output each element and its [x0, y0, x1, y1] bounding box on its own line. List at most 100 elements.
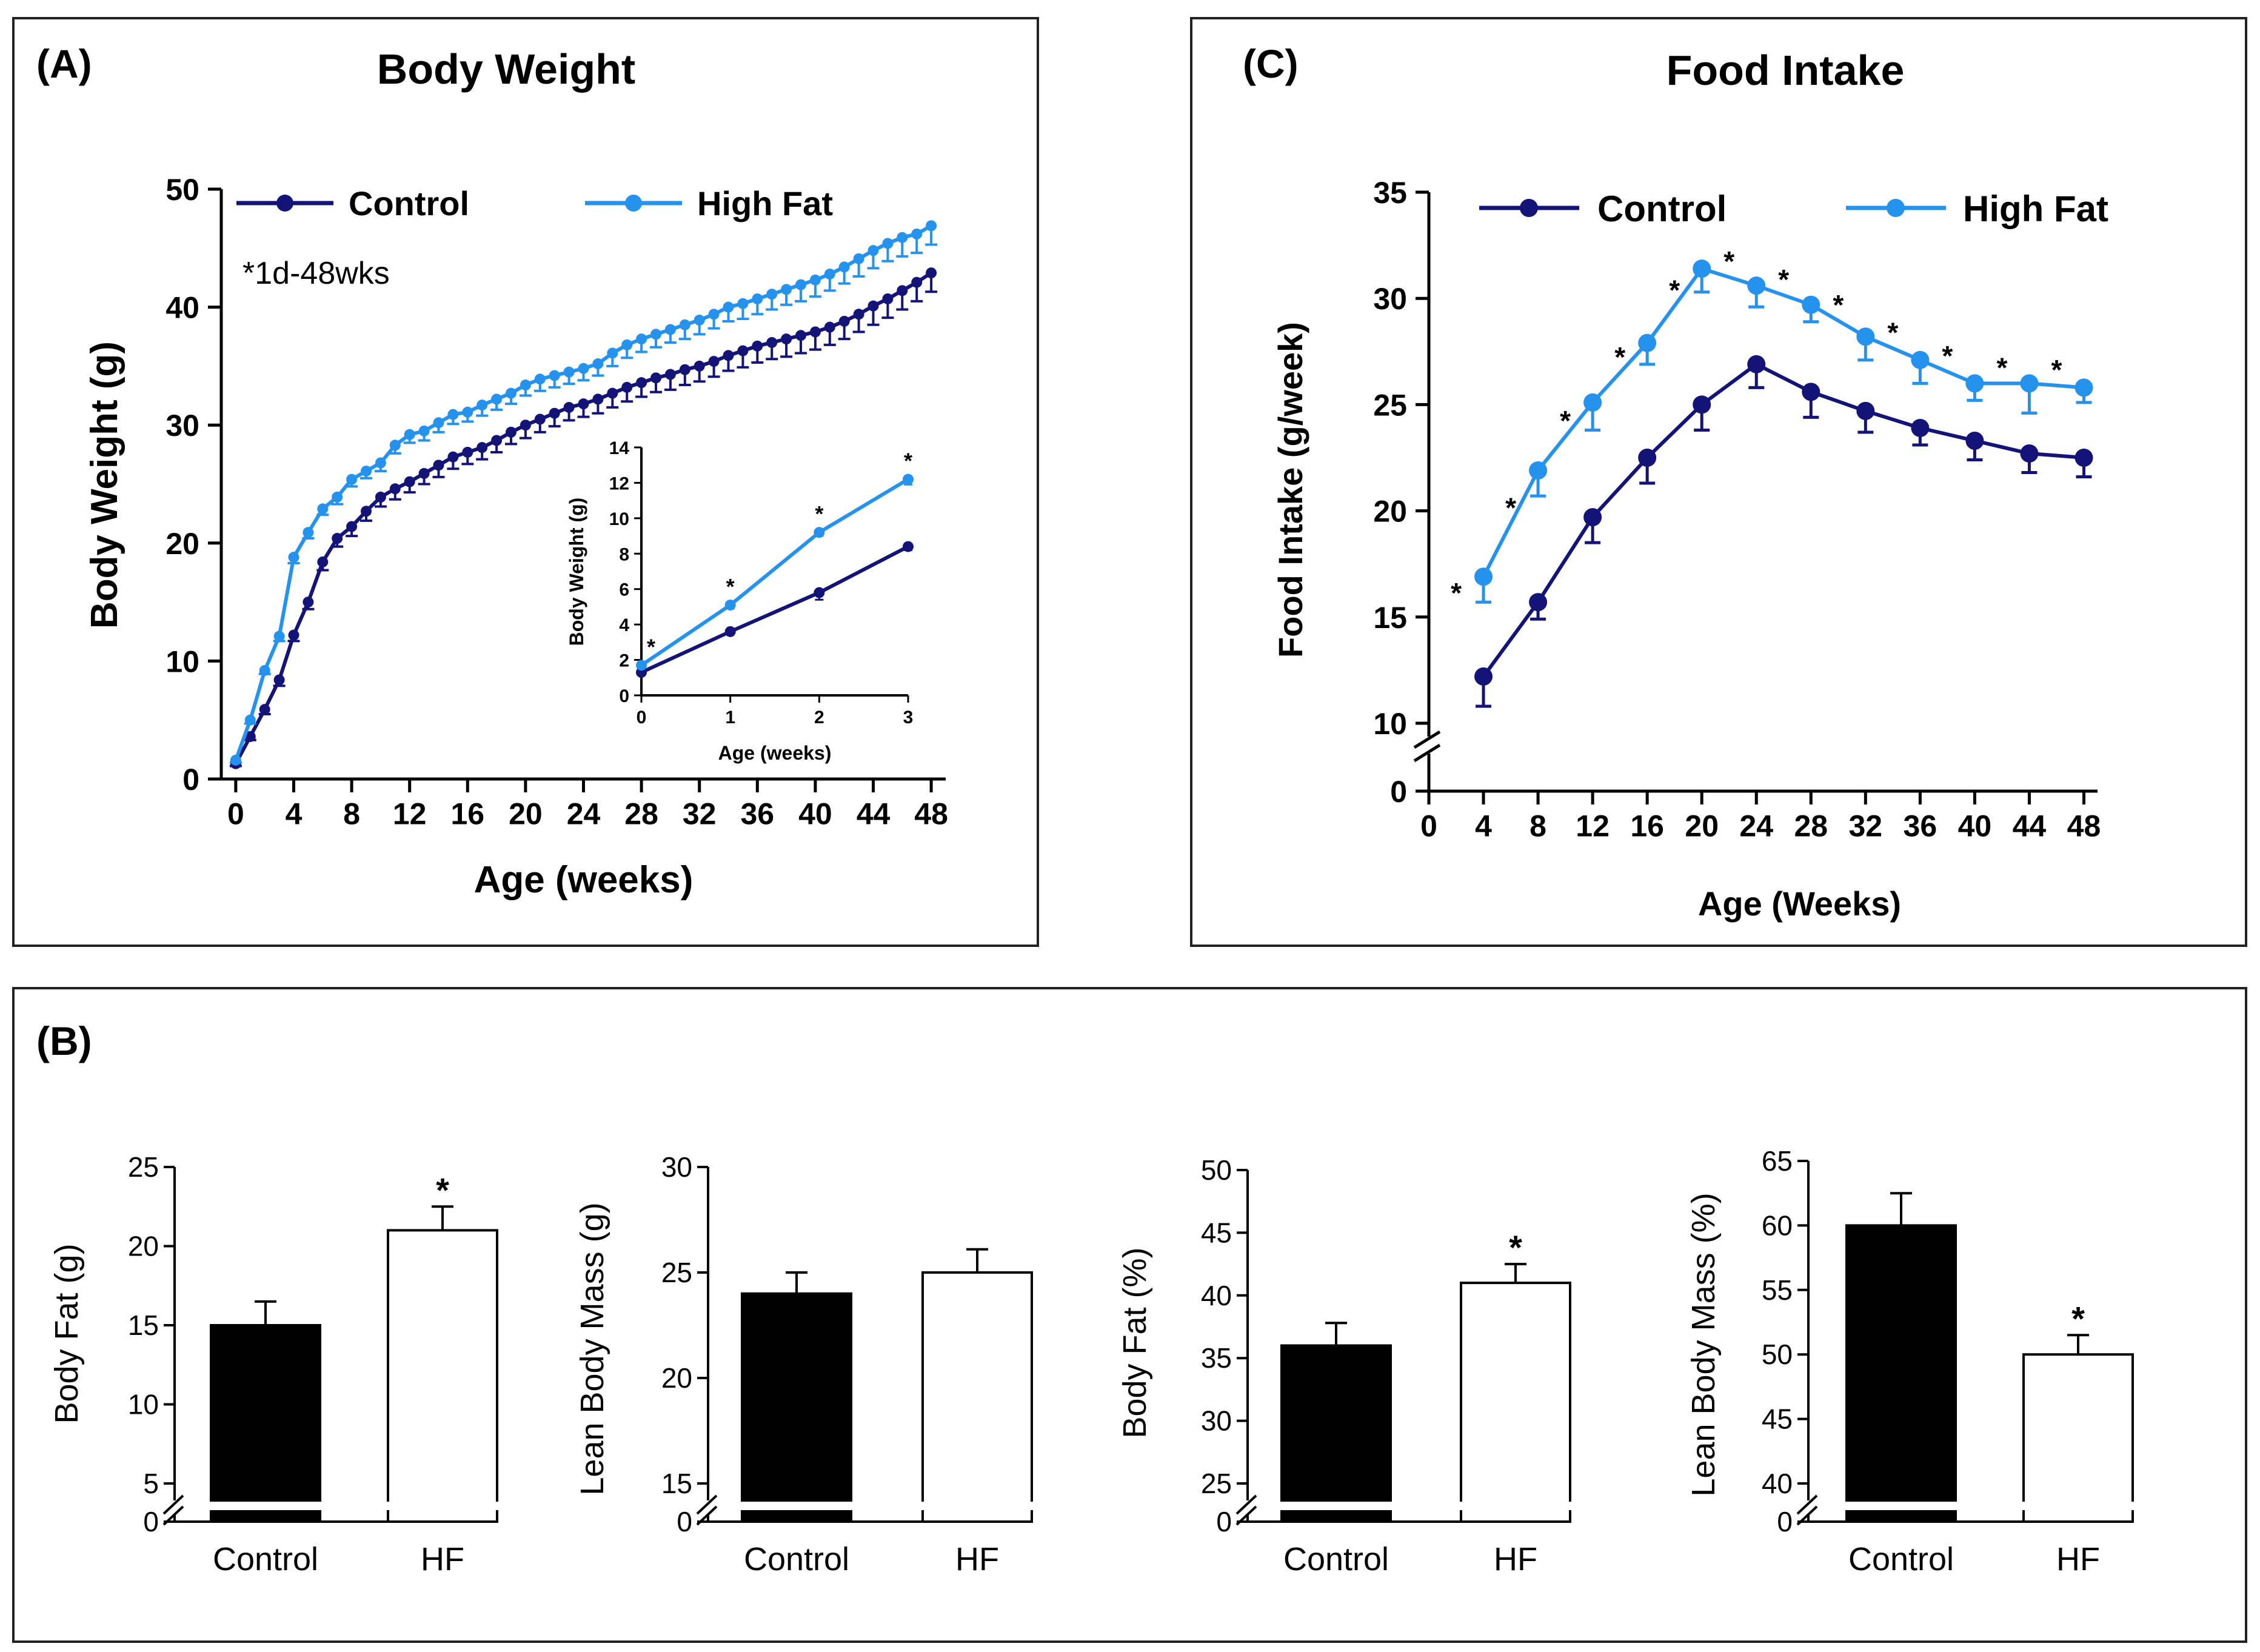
x-axis-label: Age (weeks) [474, 859, 694, 901]
x-tick-label: 44 [857, 797, 891, 831]
data-point-control [1638, 449, 1657, 467]
inset-series-line-high-fat [640, 478, 909, 667]
legend-marker-high-fat [625, 195, 642, 212]
data-point-high-fat [578, 363, 589, 374]
x-tick-label: 20 [509, 797, 543, 831]
data-point-high-fat [853, 253, 864, 264]
x-tick-label: 12 [1576, 809, 1610, 843]
y-tick-label: 25 [661, 1257, 692, 1288]
data-point-control [1693, 395, 1711, 414]
data-point-high-fat [1965, 374, 1984, 393]
data-point-high-fat [2074, 378, 2093, 397]
inset-significance-marker: * [904, 449, 912, 473]
data-point-control [520, 420, 531, 431]
data-point-control [838, 315, 850, 327]
data-point-control [375, 491, 386, 503]
inset-y-tick-label: 14 [609, 438, 630, 458]
significance-marker: * [1942, 340, 1953, 372]
inset-data-point-high-fat [814, 527, 825, 538]
axis-break-mark [1796, 1505, 1818, 1526]
y-tick-label: 0 [1777, 1506, 1793, 1537]
panel-c-title: Food Intake [1667, 47, 1905, 94]
data-point-control [911, 276, 923, 288]
y-axis-label: Lean Body Mass (%) [1685, 1192, 1722, 1496]
data-point-control [1529, 593, 1548, 612]
significance-marker: * [1669, 274, 1680, 306]
data-point-high-fat [868, 245, 879, 256]
data-point-control [1856, 401, 1875, 420]
bar-break-gap [386, 1502, 500, 1510]
y-tick-label: 25 [128, 1151, 159, 1183]
data-point-high-fat [636, 333, 647, 345]
data-point-control [1802, 383, 1820, 401]
y-tick-label: 10 [1373, 707, 1407, 741]
significance-marker: * [1996, 352, 2007, 383]
data-point-high-fat [766, 289, 778, 300]
y-tick-label: 45 [1762, 1403, 1793, 1435]
data-point-control [795, 330, 806, 341]
significance-marker: * [1833, 289, 1844, 321]
y-tick-label: 0 [143, 1506, 159, 1537]
data-point-high-fat [520, 380, 531, 391]
data-point-high-fat [708, 309, 720, 320]
inset-y-axis-label: Body Weight (g) [566, 498, 587, 646]
y-tick-label: 35 [1373, 176, 1407, 210]
data-point-control [1965, 431, 1984, 450]
data-point-high-fat [664, 324, 676, 335]
data-point-high-fat [2020, 374, 2039, 393]
data-point-control [592, 393, 604, 405]
data-point-control [1747, 355, 1766, 373]
data-point-high-fat [244, 714, 256, 726]
y-tick-label: 35 [1201, 1342, 1232, 1374]
data-point-high-fat [679, 319, 690, 330]
y-axis-label: Body Fat (g) [48, 1243, 85, 1423]
y-tick-label: 50 [1201, 1154, 1232, 1186]
inset-x-tick-label: 2 [814, 707, 824, 727]
chart-body-fat-g: 5 10 15 20 25 0 Control * HF Body Fat (g) [48, 1151, 500, 1577]
data-point-high-fat [607, 347, 618, 359]
x-tick-label: 16 [450, 797, 484, 831]
data-point-high-fat [897, 232, 908, 243]
data-point-high-fat [1747, 276, 1766, 295]
y-tick-label: 50 [1762, 1339, 1793, 1370]
y-tick-label: 30 [661, 1151, 692, 1183]
inset-data-point-high-fat [903, 473, 914, 485]
y-tick-label: 0 [1390, 775, 1407, 809]
data-point-high-fat [230, 754, 241, 766]
bar-hf [1460, 1282, 1571, 1523]
x-tick-label: 4 [1475, 809, 1492, 843]
data-point-high-fat [694, 315, 705, 326]
data-point-control [332, 533, 343, 544]
data-point-control [882, 293, 894, 304]
data-point-control [1474, 667, 1493, 686]
data-point-high-fat [723, 301, 734, 313]
data-point-control [563, 402, 575, 413]
x-tick-label: 28 [1794, 809, 1828, 843]
y-tick-label: 25 [1201, 1468, 1232, 1499]
significance-marker: * [1451, 577, 1462, 609]
data-point-control [621, 381, 633, 393]
data-point-control [853, 309, 864, 320]
data-point-high-fat [592, 358, 604, 370]
y-tick-label: 60 [1762, 1209, 1793, 1241]
significance-marker: * [1509, 1228, 1522, 1266]
data-point-high-fat [752, 293, 763, 304]
bar-control [210, 1324, 321, 1523]
data-point-high-fat [795, 279, 806, 290]
axis-break-mark [1235, 1494, 1257, 1515]
data-point-control [607, 387, 618, 399]
y-tick-label: 15 [128, 1309, 159, 1341]
data-point-control [491, 435, 503, 446]
significance-marker: * [1778, 264, 1789, 295]
data-point-high-fat [476, 400, 488, 411]
data-point-control [346, 521, 358, 532]
annotation: *1d-48wks [242, 256, 390, 291]
y-axis-label: Lean Body Mass (g) [574, 1202, 610, 1495]
data-point-high-fat [1802, 295, 1820, 314]
inset-y-tick-label: 6 [619, 580, 629, 600]
y-axis-label: Food Intake (g/week) [1271, 322, 1309, 658]
data-point-control [418, 467, 430, 479]
x-tick-label: HF [955, 1541, 999, 1577]
